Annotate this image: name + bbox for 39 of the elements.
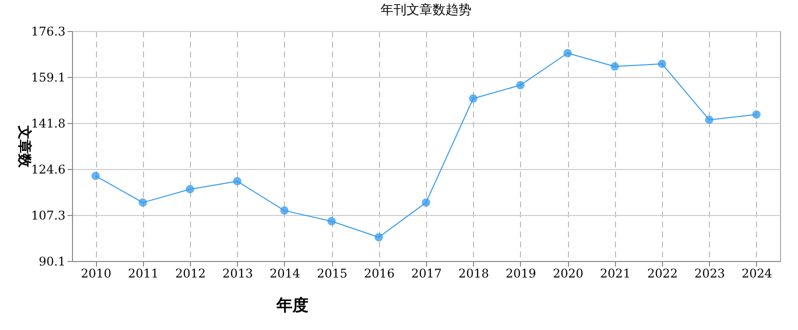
- x-tick-label: 2012: [175, 266, 206, 280]
- y-tick-label: 90.1: [38, 254, 66, 268]
- y-tick-label: 107.3: [31, 208, 66, 223]
- y-tick-label: 176.3: [31, 24, 66, 38]
- x-tick-label: 2011: [128, 266, 159, 280]
- point: [233, 177, 242, 186]
- x-tick-label: 2021: [600, 266, 631, 280]
- x-tick-label: 2010: [80, 266, 112, 280]
- y-tick-label: 141.8: [31, 116, 66, 131]
- x-tick-label: 2020: [552, 266, 584, 280]
- x-tick-label: 2017: [411, 266, 442, 280]
- x-tick-label: 2022: [647, 266, 678, 280]
- x-tick-label: 2016: [364, 266, 395, 280]
- point: [327, 217, 336, 226]
- point: [752, 110, 761, 119]
- x-tick-label: 2024: [742, 266, 773, 280]
- point: [422, 198, 430, 207]
- x-tick-label: 2023: [694, 266, 725, 280]
- point: [138, 198, 147, 207]
- point: [658, 60, 666, 68]
- point: [705, 116, 714, 124]
- x-axis-title: 年度: [276, 296, 308, 314]
- point: [563, 48, 572, 58]
- x-tick-label: 2013: [222, 266, 253, 280]
- point: [91, 172, 100, 180]
- y-tick-label: 124.6: [31, 162, 66, 176]
- x-tick-label: 2014: [270, 266, 301, 280]
- point: [374, 233, 383, 242]
- point: [280, 206, 289, 215]
- y-axis-title: 文章数: [16, 124, 34, 168]
- point: [610, 62, 619, 71]
- x-tick-label: 2018: [458, 266, 489, 280]
- chart-title: 年刊文章数趋势: [380, 3, 472, 18]
- point: [186, 185, 194, 194]
- point: [516, 80, 525, 90]
- point: [469, 94, 478, 103]
- x-tick-label: 2015: [316, 266, 348, 280]
- x-tick-label: 2019: [506, 266, 536, 280]
- y-tick-label: 159.1: [31, 70, 66, 84]
